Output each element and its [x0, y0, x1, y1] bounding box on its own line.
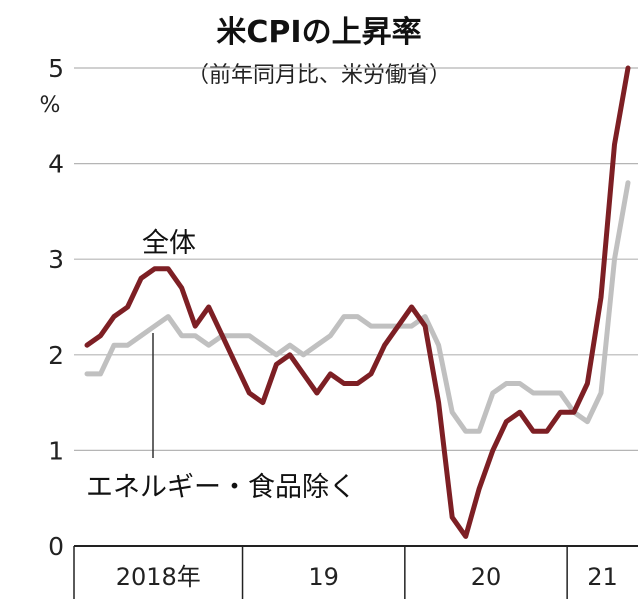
- series-label-core: エネルギー・食品除く: [86, 472, 356, 503]
- chart-title: 米CPIの上昇率: [216, 15, 421, 50]
- series-lines: [84, 65, 631, 539]
- y-tick-label-2: 2: [48, 341, 64, 370]
- y-axis-unit: %: [40, 93, 61, 118]
- y-tick-label-0: 0: [48, 532, 64, 561]
- series-line-0: [84, 65, 631, 539]
- chart-subtitle: （前年同月比、米労働省）: [187, 63, 451, 88]
- y-axis-ticks: 0 1 2 3 4 5: [48, 54, 64, 561]
- y-tick-label-4: 4: [48, 150, 64, 179]
- series-line-1: [84, 180, 631, 434]
- y-tick-label-5: 5: [48, 54, 64, 83]
- x-axis: 2018年 19 20 21: [73, 545, 638, 599]
- x-group-label-0: 2018年: [116, 563, 201, 591]
- y-tick-label-3: 3: [48, 245, 64, 274]
- x-group-label-3: 21: [587, 563, 618, 591]
- x-group-label-1: 19: [308, 563, 339, 591]
- x-group-label-2: 20: [471, 563, 502, 591]
- gridlines: [74, 67, 638, 451]
- series-label-total: 全体: [142, 228, 196, 259]
- y-tick-label-1: 1: [48, 436, 64, 465]
